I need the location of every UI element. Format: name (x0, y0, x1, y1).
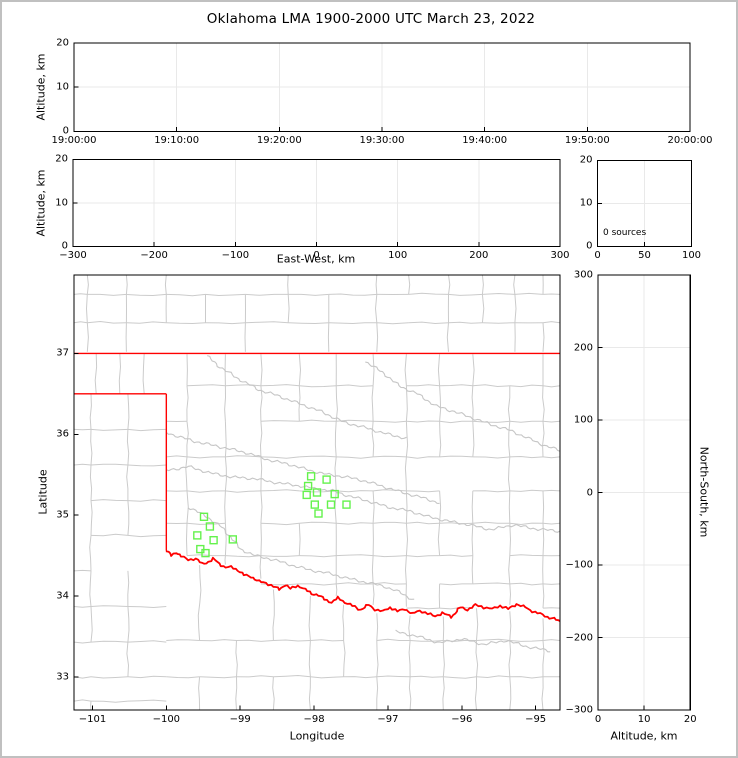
ns-panel-xlabel: Altitude, km (610, 729, 678, 743)
lma-station-marker (342, 500, 351, 509)
lma-station-marker (330, 489, 339, 499)
lma-station-marker (322, 475, 331, 484)
map-xlabel: Longitude (289, 729, 345, 743)
lma-station-marker (326, 500, 336, 509)
state-border-lines (74, 352, 560, 623)
sources-count-annotation: 0 sources (603, 228, 647, 238)
lma-station-marker (312, 488, 322, 497)
lma-station-marker (302, 490, 311, 500)
map-county-lines (74, 275, 560, 710)
lma-station-marker (199, 512, 209, 521)
river-sulphur (395, 629, 551, 653)
ew-panel-ylabel: Altitude, km (34, 169, 48, 237)
lma-station-marker (201, 548, 210, 558)
lma-station-marker (310, 500, 319, 509)
river-north_canadian (166, 432, 440, 504)
figure-title: Oklahoma LMA 1900-2000 UTC March 23, 202… (206, 11, 536, 27)
map-ylabel: Latitude (36, 469, 50, 515)
ns-panel-ylabel: North-South, km (697, 446, 711, 538)
ew-panel-xlabel: East-West, km (276, 252, 356, 266)
lma-station-marker (209, 536, 218, 545)
lma-station-marker (193, 531, 202, 540)
river-arkansas (365, 361, 560, 452)
river-washita (187, 507, 415, 600)
panel-frames (72, 42, 693, 711)
map-river-lines (166, 355, 560, 653)
lma-station-marker (314, 509, 323, 518)
gridlines-layer (73, 43, 692, 710)
lma-station-markers (193, 472, 351, 558)
river-cimarron (207, 355, 407, 440)
red-river-border (165, 550, 560, 623)
time-panel-ylabel: Altitude, km (34, 53, 48, 121)
lma-station-marker (303, 481, 313, 491)
lma-station-marker (228, 535, 238, 544)
river-canadian (166, 465, 560, 533)
lma-station-marker (205, 522, 215, 531)
map-layer (74, 275, 560, 710)
lma-station-marker (306, 472, 316, 481)
